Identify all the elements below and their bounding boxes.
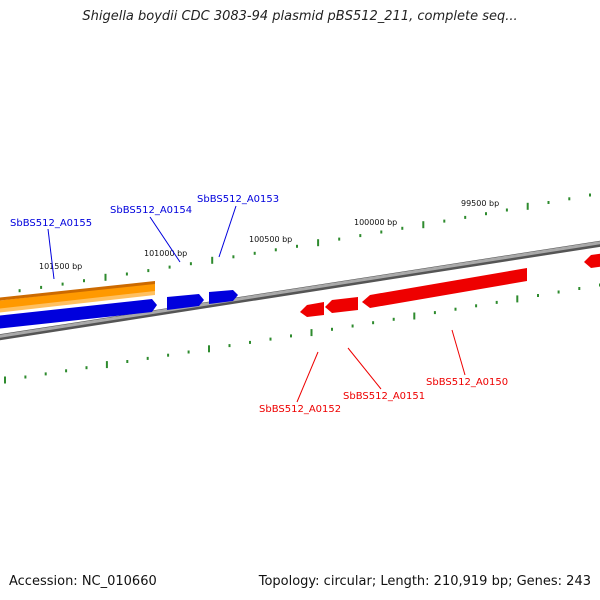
highlight-gene-lower-shade — [0, 291, 155, 313]
topology-stats-text: Topology: circular; Length: 210,919 bp; … — [258, 574, 591, 589]
gene-label-sbbs512-a0152[interactable]: SbBS512_A0152 — [259, 404, 341, 415]
gene-label-sbbs512-a0154[interactable]: SbBS512_A0154 — [110, 205, 192, 216]
tick-label: 100000 bp — [354, 218, 397, 227]
label-leader-line — [47, 228, 55, 280]
tick-label: 100500 bp — [249, 235, 292, 244]
gene-feature-sbbs512-a0154[interactable] — [167, 294, 204, 310]
gene-feature-sbbs512-a0151[interactable] — [325, 297, 358, 313]
gene-label-sbbs512-a0150[interactable]: SbBS512_A0150 — [426, 377, 508, 388]
outer-tick-track — [18, 193, 591, 293]
highlight-gene-shade — [0, 281, 155, 301]
gene-label-sbbs512-a0155[interactable]: SbBS512_A0155 — [10, 218, 92, 229]
tick-label: 99500 bp — [461, 199, 499, 208]
gene-label-sbbs512-a0153[interactable]: SbBS512_A0153 — [197, 194, 279, 205]
label-leader-line — [149, 216, 181, 263]
gene-feature-sbbs512-a0150[interactable] — [362, 268, 527, 308]
gene-label-sbbs512-a0151[interactable]: SbBS512_A0151 — [343, 391, 425, 402]
tick-label: 101500 bp — [39, 262, 82, 271]
gene-feature-sbbs512-a0152[interactable] — [300, 302, 324, 317]
label-leader-line — [347, 347, 382, 390]
gene-feature-sbbs512-a0153[interactable] — [209, 290, 238, 304]
accession-text: Accession: NC_010660 — [9, 574, 157, 589]
highlight-gene-feature[interactable] — [0, 283, 155, 311]
map-title: Shigella boydii CDC 3083-94 plasmid pBS5… — [82, 9, 518, 24]
plasmid-backbone-highlight — [0, 241, 600, 338]
gene-feature-offscreen[interactable] — [584, 253, 600, 268]
inner-tick-track — [4, 283, 600, 384]
label-leader-line — [451, 329, 466, 376]
label-leader-line — [296, 351, 319, 403]
tick-label: 101000 bp — [144, 249, 187, 258]
gene-feature-sbbs512-a0155[interactable] — [0, 299, 157, 329]
label-leader-line — [218, 205, 237, 258]
